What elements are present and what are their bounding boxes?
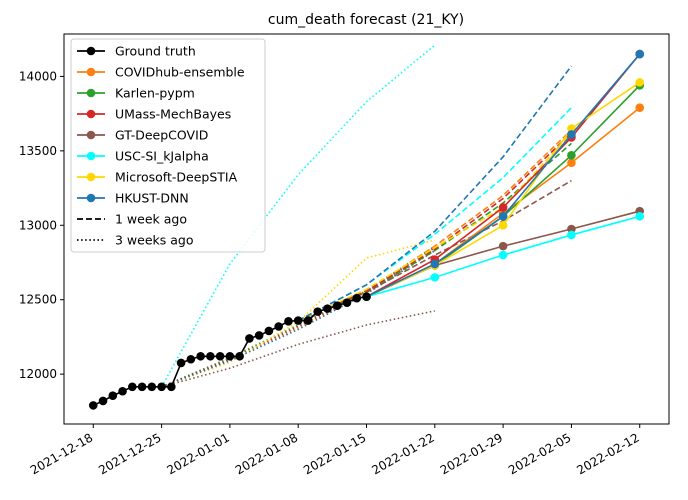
y-tick-label-13500: 13500 xyxy=(19,144,57,158)
series-point-usc-si-kjalpha-4 xyxy=(635,212,645,221)
series-point-gt-deepcovid-2 xyxy=(498,241,508,251)
legend-label-karlen-pypm: Karlen-pypm xyxy=(115,86,195,101)
ground-truth-point-16 xyxy=(245,334,254,343)
ground-truth-point-1 xyxy=(98,396,108,406)
y-tick-label-13000: 13000 xyxy=(19,218,57,232)
ground-truth-point-12 xyxy=(206,351,215,361)
ground-truth-point-6 xyxy=(147,382,157,392)
legend-label-microsoft-deepstia: Microsoft-DeepSTIA xyxy=(115,170,238,185)
legend-label-1-week-ago: 1 week ago xyxy=(115,212,187,227)
plot-lines xyxy=(88,44,645,410)
ground-truth-point-0 xyxy=(88,401,98,410)
series-point-hkust-dnn-1 xyxy=(430,259,440,269)
ground-truth-point-21 xyxy=(293,316,303,325)
legend-marker-hkust-dnn xyxy=(86,193,96,203)
y-axis: 12000 12500 13000 13500 14000 xyxy=(19,69,64,381)
ground-truth-point-25 xyxy=(332,301,342,310)
ground-truth-point-2 xyxy=(108,391,118,401)
series-point-hkust-dnn-3 xyxy=(567,130,576,139)
series-point-hkust-dnn-4 xyxy=(635,49,645,59)
y-tick-label-12500: 12500 xyxy=(19,293,57,307)
y-tick-label-14000: 14000 xyxy=(19,69,57,83)
ground-truth-point-10 xyxy=(186,354,196,364)
legend-marker-gt-deepcovid xyxy=(86,130,96,140)
series-point-covidhub-ensemble-4 xyxy=(635,103,645,112)
legend: Ground truth COVIDhub-ensemble Karlen-pypm… xyxy=(70,38,266,253)
ground-truth-point-11 xyxy=(196,351,205,361)
ground-truth-point-9 xyxy=(176,358,186,368)
ground-truth-point-3 xyxy=(118,386,127,396)
ground-truth-point-17 xyxy=(254,331,264,340)
y-tick-label-12000: 12000 xyxy=(19,367,57,381)
legend-marker-ground-truth xyxy=(86,46,96,56)
ground-truth-point-27 xyxy=(352,293,362,303)
series-point-usc-si-kjalpha-1 xyxy=(430,273,440,282)
ground-truth-point-24 xyxy=(323,304,332,313)
series-point-hkust-dnn-2 xyxy=(498,212,508,221)
legend-marker-umass-mechbayes xyxy=(86,109,96,119)
legend-label-ground-truth: Ground truth xyxy=(115,44,196,59)
legend-marker-microsoft-deepstia xyxy=(86,172,96,182)
series-point-umass-mechbayes-2 xyxy=(498,203,508,212)
series-point-usc-si-kjalpha-3 xyxy=(567,230,576,240)
ground-truth-point-26 xyxy=(342,298,352,307)
ground-truth-point-14 xyxy=(225,351,235,361)
ground-truth-point-22 xyxy=(303,316,313,325)
ground-truth-point-19 xyxy=(274,322,283,331)
series-1wk-hkust-dnn xyxy=(297,65,573,322)
legend-label-gt-deepcovid: GT-DeepCOVID xyxy=(115,128,208,143)
series-point-microsoft-deepstia-4 xyxy=(635,78,645,87)
legend-label-umass-mechbayes: UMass-MechBayes xyxy=(115,107,231,122)
ground-truth-point-18 xyxy=(264,326,274,336)
legend-marker-covidhub-ensemble xyxy=(86,67,96,77)
ground-truth-point-5 xyxy=(137,382,147,392)
series-point-microsoft-deepstia-3 xyxy=(567,124,576,133)
legend-label-covidhub-ensemble: COVIDhub-ensemble xyxy=(115,65,245,80)
ground-truth-point-8 xyxy=(167,382,176,392)
ground-truth-point-13 xyxy=(215,351,225,361)
series-point-covidhub-ensemble-3 xyxy=(567,158,576,168)
ground-truth-point-28 xyxy=(362,292,371,302)
series-point-microsoft-deepstia-2 xyxy=(498,220,508,230)
chart-title: cum_death forecast (21_KY) xyxy=(268,12,464,28)
series-3wk-karlen-pypm xyxy=(161,245,436,388)
ground-truth-point-15 xyxy=(235,351,244,361)
series-point-usc-si-kjalpha-2 xyxy=(498,250,508,260)
series-3wk-covidhub-ensemble xyxy=(161,249,436,388)
series-1wk-microsoft-deepstia xyxy=(297,132,573,322)
ground-truth-point-20 xyxy=(284,316,293,326)
legend-marker-karlen-pypm xyxy=(86,88,96,98)
legend-label-hkust-dnn: HKUST-DNN xyxy=(115,191,189,206)
legend-label-usc-si-kjalpha: USC-SI_kJalpha xyxy=(115,149,209,164)
series-1wk-usc-si-kjalpha xyxy=(297,107,572,322)
series-3wk-hkust-dnn xyxy=(161,249,436,388)
series-point-karlen-pypm-3 xyxy=(567,151,576,160)
legend-box xyxy=(70,38,266,253)
legend-label-3-weeks-ago: 3 weeks ago xyxy=(115,233,194,248)
ground-truth-point-4 xyxy=(128,382,137,392)
ground-truth-point-23 xyxy=(313,307,323,316)
ground-truth-point-7 xyxy=(157,382,166,392)
legend-marker-usc-si-kjalpha xyxy=(86,151,96,161)
series-point-gt-deepcovid-3 xyxy=(567,224,576,234)
series-3wk-usc-si-kjalpha xyxy=(160,44,436,388)
